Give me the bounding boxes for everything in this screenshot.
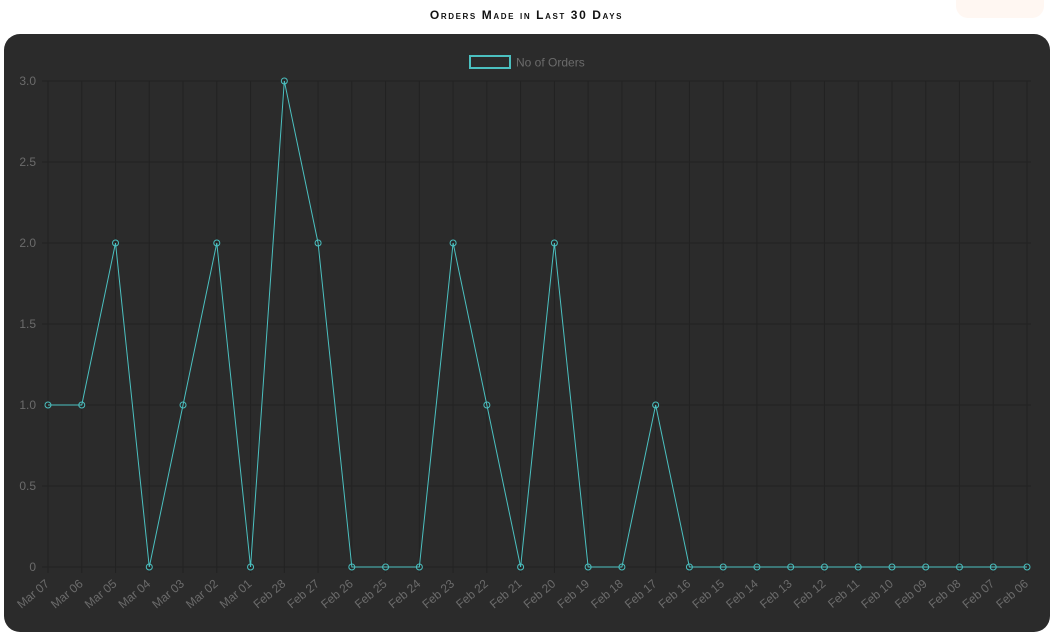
x-tick-label: Mar 04 (116, 576, 154, 611)
x-tick-label: Feb 06 (993, 576, 1031, 611)
x-tick-label: Feb 07 (960, 576, 998, 611)
data-point[interactable] (44, 401, 52, 409)
x-tick-label: Feb 11 (825, 576, 862, 610)
x-tick-label: Feb 28 (251, 576, 289, 611)
x-tick-label: Mar 02 (183, 576, 221, 611)
x-tick-label: Mar 05 (82, 576, 120, 611)
grid (42, 80, 1031, 573)
legend[interactable]: No of Orders (469, 55, 585, 70)
x-tick-label: Feb 22 (453, 576, 491, 611)
y-tick-label: 3.0 (19, 74, 36, 88)
x-tick-label: Feb 21 (487, 576, 525, 611)
series-layer (44, 77, 1031, 571)
data-point[interactable] (618, 563, 626, 571)
x-tick-label: Feb 10 (858, 576, 896, 611)
data-point[interactable] (584, 563, 592, 571)
x-tick-label: Feb 17 (622, 576, 660, 611)
x-tick-label: Feb 15 (689, 576, 727, 611)
data-point[interactable] (685, 563, 693, 571)
y-tick-label: 0 (29, 560, 36, 574)
x-tick-label: Feb 24 (386, 576, 424, 611)
x-tick-label: Feb 25 (352, 576, 390, 611)
corner-decoration (956, 0, 1044, 18)
data-point[interactable] (382, 563, 390, 571)
x-tick-label: Feb 14 (723, 576, 761, 611)
data-point[interactable] (989, 563, 997, 571)
y-axis: 0 0.5 1.0 1.5 2.0 2.5 3.0 (19, 74, 36, 574)
y-tick-label: 0.5 (19, 479, 36, 493)
y-tick-label: 1.0 (19, 398, 36, 412)
data-point[interactable] (112, 239, 120, 247)
data-point[interactable] (348, 563, 356, 571)
data-point[interactable] (213, 239, 221, 247)
data-point[interactable] (415, 563, 423, 571)
chart-title: Orders Made in Last 30 Days (429, 8, 624, 22)
data-point[interactable] (854, 563, 862, 571)
data-point[interactable] (753, 563, 761, 571)
data-point[interactable] (719, 563, 727, 571)
x-tick-label: Feb 18 (588, 576, 626, 611)
y-tick-label: 2.0 (19, 236, 36, 250)
chart-panel: 0 0.5 1.0 1.5 2.0 2.5 3.0 Mar 07 Mar 06 Mar 05 Ma… (4, 34, 1050, 632)
x-tick-label: Feb 08 (926, 576, 964, 611)
data-point[interactable] (787, 563, 795, 571)
x-tick-label: Feb 27 (284, 576, 322, 611)
x-tick-label: Feb 20 (521, 576, 559, 611)
data-point[interactable] (922, 563, 930, 571)
data-point[interactable] (449, 239, 457, 247)
data-point[interactable] (78, 401, 86, 409)
data-point[interactable] (888, 563, 896, 571)
x-tick-label: Feb 19 (554, 576, 592, 611)
x-tick-label: Feb 09 (892, 576, 930, 611)
data-point[interactable] (955, 563, 963, 571)
data-point[interactable] (280, 77, 288, 85)
legend-swatch[interactable] (469, 55, 511, 69)
x-tick-label: Feb 16 (656, 576, 694, 611)
y-tick-label: 2.5 (19, 155, 36, 169)
data-point[interactable] (517, 563, 525, 571)
x-tick-label: Mar 06 (48, 576, 86, 611)
legend-label[interactable]: No of Orders (516, 56, 585, 70)
x-tick-label: Feb 23 (419, 576, 457, 611)
x-tick-label: Mar 07 (14, 576, 52, 611)
data-point[interactable] (550, 239, 558, 247)
x-tick-label: Mar 03 (149, 576, 187, 611)
data-point[interactable] (820, 563, 828, 571)
series-line (48, 80, 1027, 568)
x-tick-label: Feb 13 (757, 576, 795, 611)
x-tick-label: Feb 26 (318, 576, 356, 611)
data-point[interactable] (145, 563, 153, 571)
data-point[interactable] (483, 401, 491, 409)
data-point[interactable] (652, 401, 660, 409)
data-point[interactable] (247, 563, 255, 571)
x-tick-label: Mar 01 (217, 576, 255, 611)
y-tick-label: 1.5 (19, 317, 36, 331)
data-point[interactable] (179, 401, 187, 409)
x-tick-label: Feb 12 (791, 576, 829, 611)
data-point[interactable] (1023, 563, 1031, 571)
data-point[interactable] (314, 239, 322, 247)
